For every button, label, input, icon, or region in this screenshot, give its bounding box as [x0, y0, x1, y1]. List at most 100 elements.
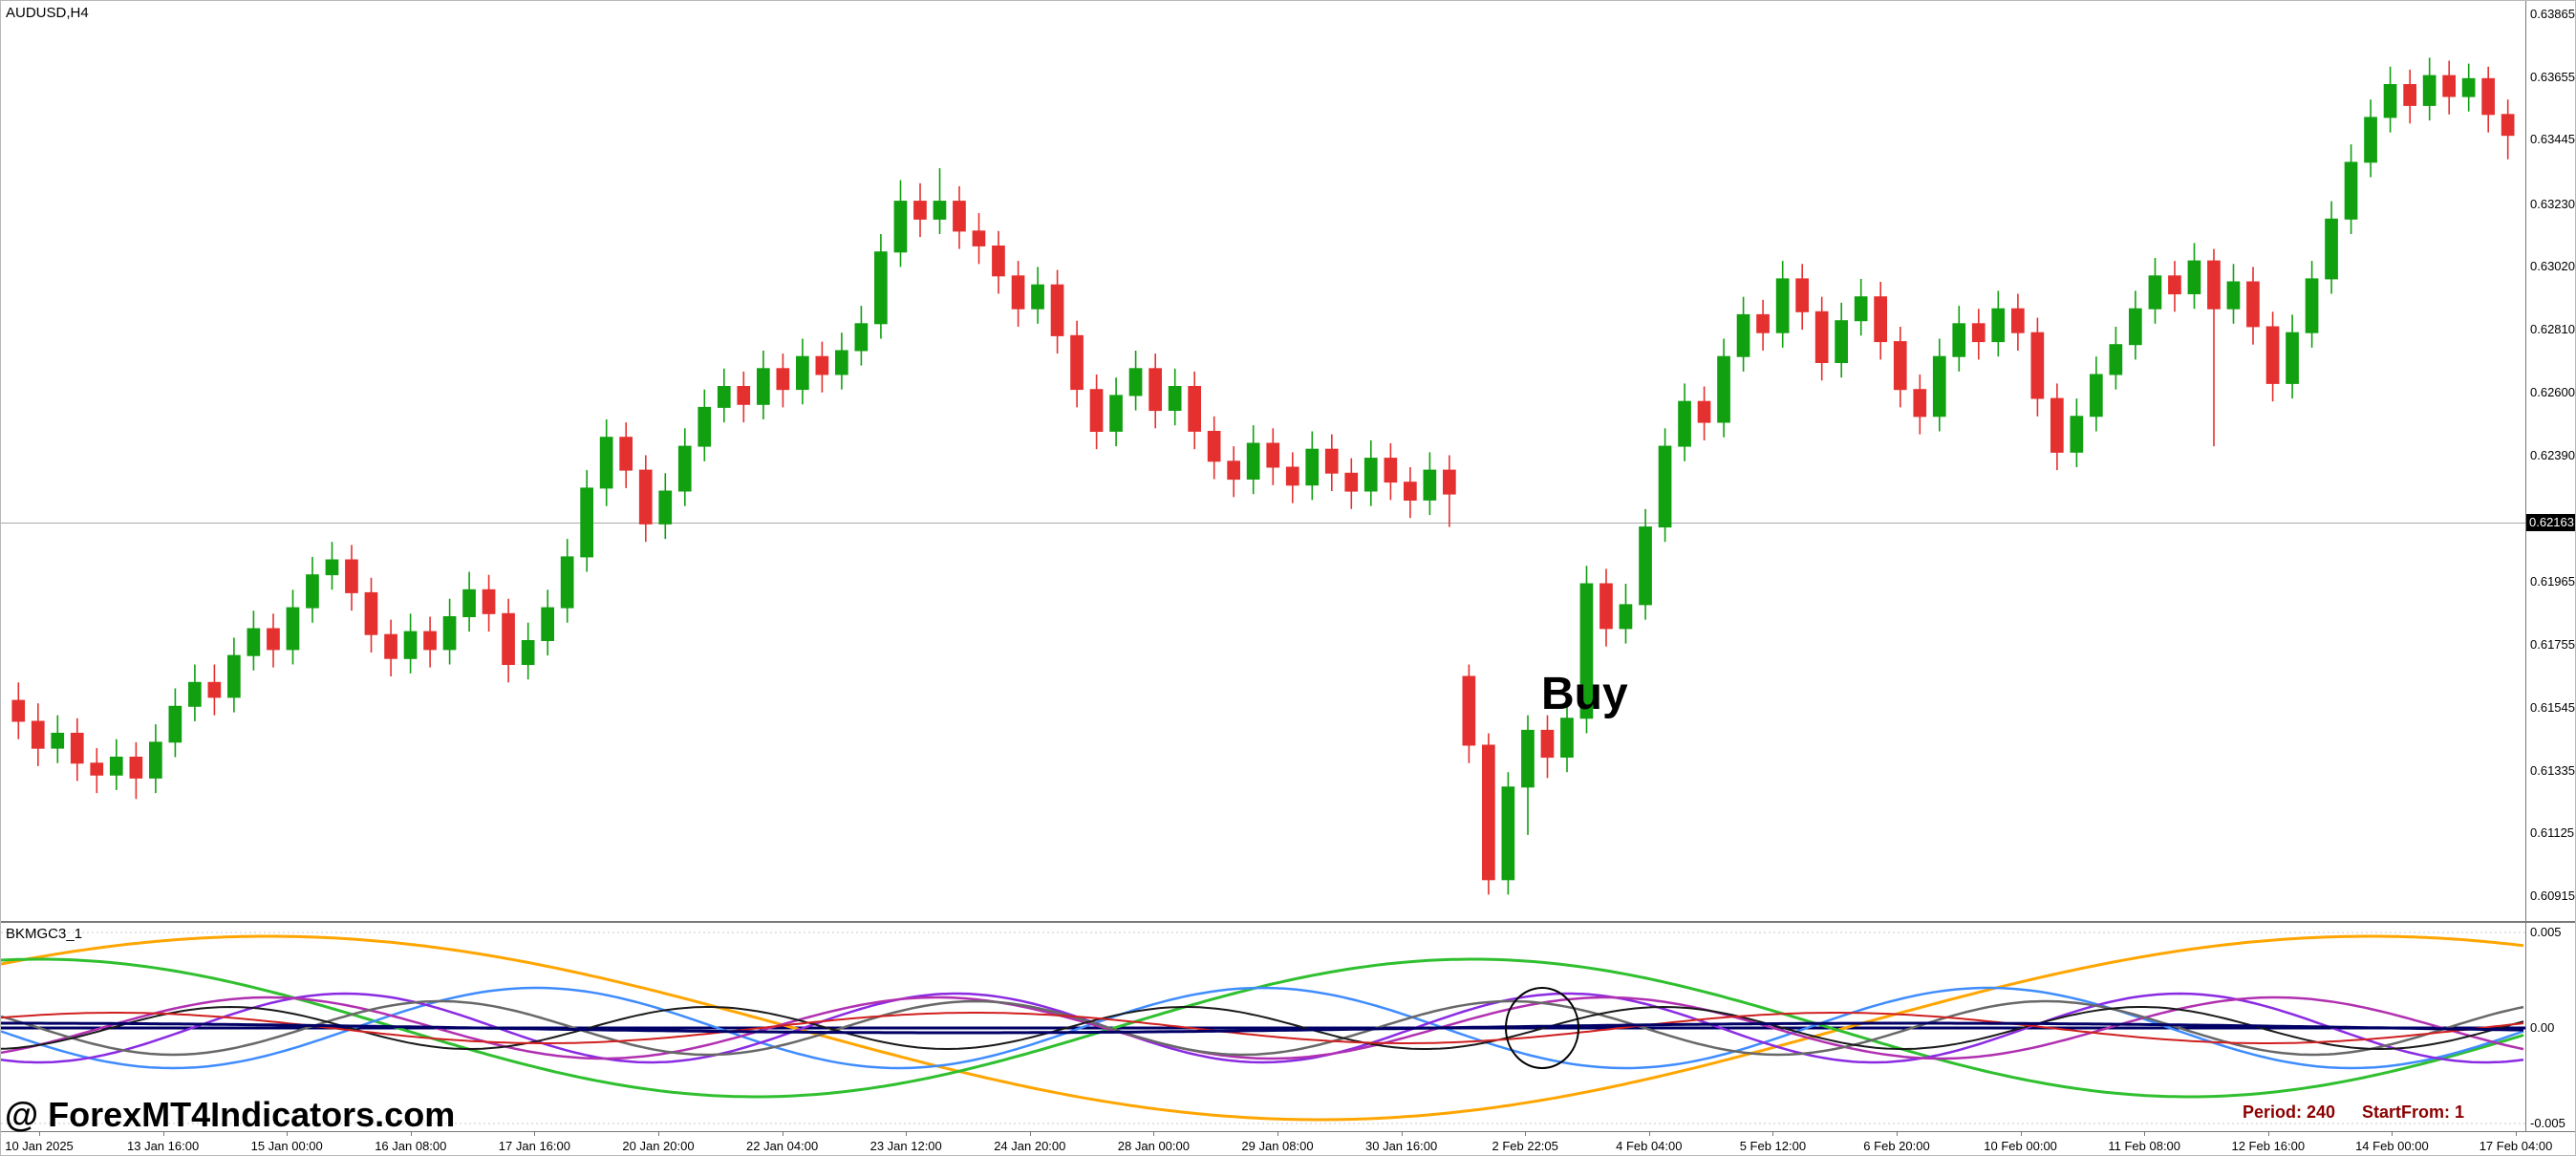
- time-axis[interactable]: 10 Jan 2025 13 Jan 16:00 15 Jan 00:00 16 Ja…: [1, 1131, 2575, 1155]
- candlestick: [854, 323, 869, 352]
- candlestick: [737, 386, 751, 405]
- time-axis-label: 6 Feb 20:00: [1863, 1139, 1930, 1153]
- candlestick: [1246, 442, 1260, 480]
- time-axis-tick: [1525, 1132, 1527, 1136]
- time-axis-tick: [1772, 1132, 1774, 1136]
- time-axis-label: 2 Feb 22:05: [1492, 1139, 1558, 1153]
- candlestick: [1462, 675, 1476, 746]
- indicator-axis-label: -0.005: [2530, 1116, 2565, 1130]
- candlestick: [129, 757, 143, 779]
- candlestick: [1540, 729, 1555, 759]
- candlestick: [1050, 284, 1064, 336]
- candlestick: [1266, 442, 1280, 468]
- candlestick: [403, 631, 418, 659]
- candlestick: [1599, 583, 1613, 630]
- time-axis-label: 10 Feb 00:00: [1984, 1139, 2057, 1153]
- candlestick: [1932, 355, 1946, 417]
- candlestick: [1188, 386, 1202, 432]
- indicator-axis-label: 0.00: [2530, 1020, 2555, 1035]
- candlestick: [1971, 323, 1986, 343]
- candlestick: [1089, 389, 1104, 433]
- candlestick: [638, 469, 653, 524]
- time-axis-label: 14 Feb 00:00: [2355, 1139, 2429, 1153]
- candlestick: [1913, 389, 1927, 417]
- candlestick: [1775, 278, 1790, 333]
- time-axis-tick: [287, 1132, 289, 1136]
- candlestick: [149, 741, 162, 779]
- time-axis-tick: [1401, 1132, 1403, 1136]
- time-axis-tick: [534, 1132, 536, 1136]
- candlestick: [658, 490, 673, 524]
- candlestick: [619, 437, 633, 471]
- candlestick: [90, 762, 104, 776]
- price-axis-label: 0.63865: [2530, 7, 2575, 21]
- indicator-wave: [1, 1021, 2524, 1035]
- candlestick: [423, 631, 437, 651]
- candlestick: [933, 201, 947, 220]
- candlestick: [1423, 469, 1437, 501]
- time-axis-tick: [782, 1132, 784, 1136]
- candlestick: [1443, 469, 1456, 495]
- candlestick: [51, 733, 65, 749]
- candlestick: [442, 616, 457, 651]
- symbol-timeframe-label: AUDUSD,H4: [6, 5, 89, 21]
- candlestick: [2422, 75, 2436, 106]
- candlestick: [31, 720, 45, 749]
- candlestick: [677, 445, 692, 492]
- candlestick: [580, 487, 593, 558]
- candlestick: [227, 654, 241, 698]
- candlestick: [1501, 786, 1515, 881]
- candlestick: [188, 681, 202, 707]
- indicator-axis-label: 0.005: [2530, 925, 2562, 939]
- time-axis-label: 16 Jan 08:00: [375, 1139, 447, 1153]
- candlestick: [874, 251, 888, 325]
- candlestick: [1344, 472, 1359, 492]
- indicator-wave: [1, 957, 2524, 1099]
- candlestick: [2226, 281, 2241, 310]
- candlestick: [1795, 278, 1810, 312]
- candlestick: [168, 705, 182, 743]
- candlestick: [2286, 332, 2299, 384]
- time-axis-label: 11 Feb 08:00: [2108, 1139, 2181, 1153]
- candlestick: [835, 350, 848, 375]
- time-axis-label: 12 Feb 16:00: [2231, 1139, 2306, 1153]
- time-axis-label: 17 Jan 16:00: [498, 1139, 570, 1153]
- candlestick: [1814, 310, 1829, 363]
- candlestick: [2383, 84, 2397, 118]
- time-axis-label: 10 Jan 2025: [5, 1139, 74, 1153]
- candlestick: [599, 437, 613, 489]
- time-axis-label: 20 Jan 20:00: [622, 1139, 695, 1153]
- candlestick: [2364, 117, 2377, 163]
- price-axis-label: 0.61965: [2530, 574, 2575, 589]
- candlestick: [1404, 482, 1417, 502]
- candlestick: [953, 201, 966, 232]
- candlestick: [2325, 218, 2338, 280]
- candlestick: [1482, 744, 1495, 881]
- price-axis-label: 0.63655: [2530, 69, 2575, 84]
- buy-signal-annotation: Buy: [1541, 669, 1628, 719]
- time-axis-tick: [1153, 1132, 1155, 1136]
- time-axis-tick: [906, 1132, 908, 1136]
- candlestick: [1952, 323, 1966, 357]
- oscillator-chart[interactable]: [1, 923, 2525, 1131]
- candlestick: [2011, 308, 2025, 333]
- candlestick-chart[interactable]: [1, 1, 2525, 921]
- time-axis-label: 13 Jan 16:00: [127, 1139, 200, 1153]
- price-axis[interactable]: 0.62163 0.63865 0.63655 0.63445 0.63230 0.63…: [2525, 1, 2575, 921]
- time-axis-tick: [2516, 1132, 2517, 1136]
- candlestick: [384, 633, 397, 659]
- candlestick: [1521, 729, 1535, 788]
- price-chart-pane[interactable]: AUDUSD,H4 Buy: [1, 1, 2525, 921]
- price-axis-label: 0.62600: [2530, 384, 2575, 399]
- indicator-wave: [1, 999, 2524, 1057]
- candlestick: [267, 628, 280, 651]
- candlestick: [1363, 458, 1378, 492]
- indicator-pane[interactable]: BKMGC3_1 @ ForexMT4Indicators.com Period…: [1, 923, 2525, 1134]
- time-axis-label: 15 Jan 00:00: [250, 1139, 323, 1153]
- indicator-axis[interactable]: 0.005 0.00 -0.005: [2525, 923, 2575, 1131]
- bid-price-box: 0.62163: [2526, 513, 2575, 531]
- price-axis-label: 0.60915: [2530, 888, 2575, 903]
- time-axis-label: 23 Jan 12:00: [869, 1139, 942, 1153]
- pane-separator[interactable]: [1, 921, 2575, 923]
- time-axis-label: 22 Jan 04:00: [746, 1139, 819, 1153]
